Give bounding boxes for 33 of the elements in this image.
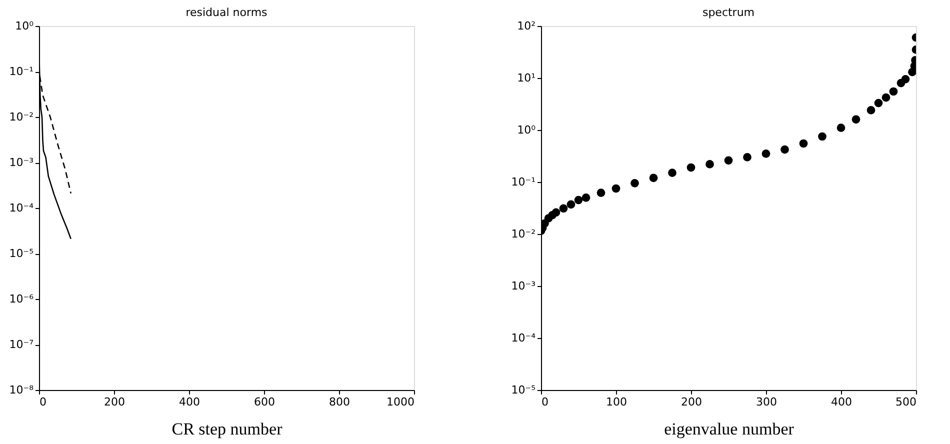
chart-title: residual norms: [186, 6, 268, 19]
x-tick-label: 1000: [386, 396, 414, 408]
x-tick-label: 300: [756, 396, 777, 408]
y-tick-label: 10²: [517, 20, 536, 32]
y-tick-label: 10⁻¹: [511, 176, 536, 188]
y-tick-label: 10⁻⁵: [9, 247, 34, 260]
y-tick-label: 10⁻⁶: [9, 292, 34, 306]
x-axis-title: eigenvalue number: [664, 420, 794, 438]
x-tick-label: 100: [606, 396, 627, 408]
x-tick-label: 400: [179, 396, 200, 408]
x-tick-label: 400: [831, 396, 852, 408]
y-tick-label: 10⁻²: [511, 228, 536, 240]
y-tick-label: 10⁻⁴: [9, 202, 34, 214]
y-tick-label: 10⁻³: [9, 156, 34, 169]
x-tick-label: 0: [542, 396, 548, 408]
chart-title: spectrum: [702, 6, 755, 19]
y-tick-label: 10⁰: [517, 124, 536, 136]
y-tick-label: 10⁻³: [511, 280, 536, 292]
y-tick-label: 10⁻⁴: [511, 332, 536, 344]
x-tick-label: 500: [896, 396, 916, 408]
y-tick-label: 10⁻⁸: [9, 384, 34, 396]
x-tick-label: 600: [254, 396, 275, 408]
x-tick-label: 200: [681, 396, 702, 408]
x-tick-label: 0: [40, 396, 46, 408]
y-tick-label: 10⁻⁵: [511, 384, 536, 396]
y-tick-label: 10⁰: [15, 20, 34, 32]
y-tick-label: 10⁻¹: [9, 65, 34, 78]
y-tick-label: 10¹: [517, 72, 536, 84]
y-tick-label: 10⁻²: [9, 110, 34, 124]
x-tick-label: 200: [104, 396, 125, 408]
x-axis-title: CR step number: [172, 420, 283, 438]
x-tick-label: 800: [329, 396, 350, 408]
y-tick-label: 10⁻⁷: [9, 338, 34, 351]
